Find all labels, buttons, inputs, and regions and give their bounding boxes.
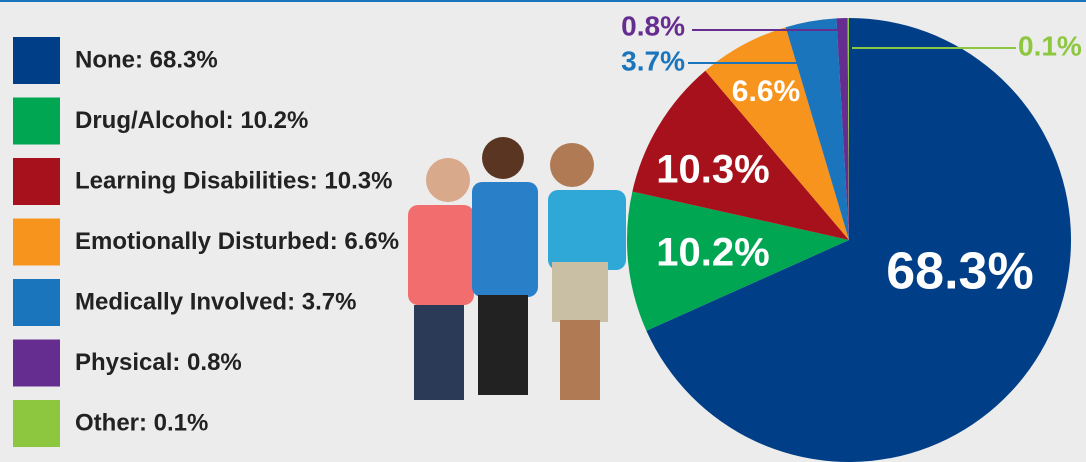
legend-swatch (13, 158, 60, 205)
legend-swatch (13, 340, 60, 387)
legend-swatch (13, 400, 60, 447)
legend-label: Physical: 0.8% (75, 349, 242, 376)
value-label: 68.3% (886, 243, 1033, 301)
chart: None: 68.3% Drug/Alcohol: 10.2% Learning D… (0, 0, 1086, 462)
legend-swatch (13, 219, 60, 266)
legend-label: Medically Involved: 3.7% (75, 288, 356, 315)
legend-label: Emotionally Disturbed: 6.6% (75, 228, 399, 255)
value-label: 10.3% (656, 148, 769, 192)
legend-label: Learning Disabilities: 10.3% (75, 167, 392, 194)
value-label: 0.8% (621, 10, 685, 41)
value-label: 0.1% (1018, 30, 1082, 61)
legend-label: Drug/Alcohol: 10.2% (75, 107, 308, 134)
value-label: 3.7% (621, 45, 685, 76)
legend-label: None: 68.3% (75, 46, 218, 73)
value-label: 6.6% (732, 75, 800, 108)
legend-swatch (13, 279, 60, 326)
top-border (0, 0, 1086, 2)
legend-swatch (13, 98, 60, 145)
page: None: 68.3% Drug/Alcohol: 10.2% Learning D… (0, 0, 1086, 462)
legend-label: Other: 0.1% (75, 409, 208, 436)
legend-swatch (13, 37, 60, 84)
value-label: 10.2% (656, 231, 769, 275)
